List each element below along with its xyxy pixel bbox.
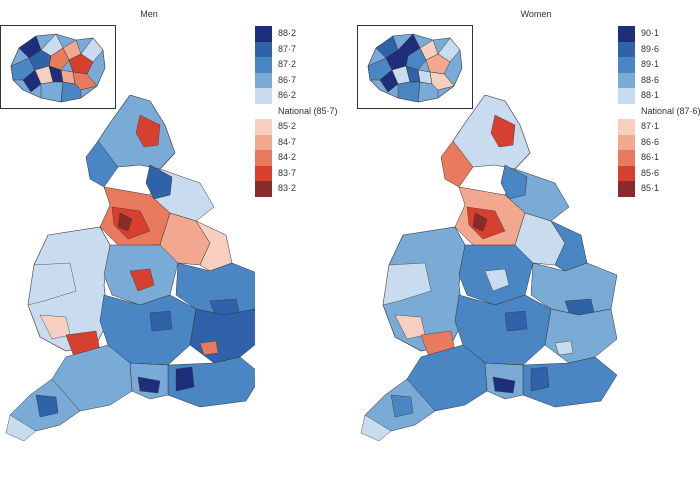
legend-row: 86·1 (618, 150, 700, 166)
legend-row: 87·1 (618, 119, 700, 135)
legend-swatch (618, 57, 635, 73)
legend-women: 90·1 89·6 89·1 88·6 88·1 National (87·6)… (618, 26, 700, 197)
london-inset-map (0, 25, 116, 109)
legend-row: 88·1 (618, 88, 700, 104)
legend-swatch (255, 57, 272, 73)
legend-swatch (618, 119, 635, 135)
legend-label: 87·1 (641, 121, 660, 132)
legend-swatch (255, 88, 272, 104)
legend-label: 88·2 (278, 28, 297, 39)
legend-label: 89·6 (641, 43, 660, 54)
legend-row: 84·2 (255, 150, 338, 166)
legend-swatch (255, 150, 272, 166)
legend-swatch (618, 26, 635, 42)
legend-label: 86·7 (278, 74, 297, 85)
legend-label: 85·2 (278, 121, 297, 132)
legend-swatch (618, 181, 635, 197)
england-wales-map-men (0, 95, 255, 484)
legend-label: 89·1 (641, 59, 660, 70)
panel-women: Women (350, 0, 700, 484)
england-wales-map-women (350, 95, 618, 484)
legend-row: 86·6 (618, 134, 700, 150)
legend-swatch (255, 181, 272, 197)
legend-swatch (255, 134, 272, 150)
panel-title: Women (520, 9, 552, 19)
legend-swatch (618, 72, 635, 88)
legend-label: 84·7 (278, 136, 297, 147)
london-inset-map (357, 25, 473, 109)
legend-label: 87·7 (278, 43, 297, 54)
legend-men: 88·2 87·7 87·2 86·7 86·2 National (85·7)… (255, 26, 338, 197)
legend-label: 86·1 (641, 152, 660, 163)
legend-row: 86·2 (255, 88, 338, 104)
legend-row: National (85·7) (255, 103, 338, 119)
panel-title: Men (140, 9, 158, 19)
panel-men: Men (0, 9, 338, 484)
legend-row: 87·2 (255, 57, 338, 73)
legend-label: 86·2 (278, 90, 297, 101)
legend-swatch (255, 26, 272, 42)
legend-swatch (255, 72, 272, 88)
legend-label: 85·1 (641, 183, 660, 194)
legend-row: National (87·6) (618, 103, 700, 119)
legend-swatch (255, 41, 272, 57)
legend-row: 88·6 (618, 72, 700, 88)
legend-row: 85·1 (618, 181, 700, 197)
legend-label: 88·1 (641, 90, 660, 101)
legend-row: 89·1 (618, 57, 700, 73)
legend-row: 90·1 (618, 26, 700, 42)
legend-swatch (618, 88, 635, 104)
legend-row: 84·7 (255, 134, 338, 150)
legend-row: 83·2 (255, 181, 338, 197)
legend-swatch (255, 119, 272, 135)
legend-swatch (618, 165, 635, 181)
legend-row: 85·2 (255, 119, 338, 135)
legend-row: 87·7 (255, 41, 338, 57)
legend-swatch (618, 134, 635, 150)
legend-label: 84·2 (278, 152, 297, 163)
legend-label: 83·7 (278, 167, 297, 178)
legend-label: 88·6 (641, 74, 660, 85)
legend-label: 85·6 (641, 167, 660, 178)
legend-swatch (255, 103, 272, 119)
legend-row: 89·6 (618, 41, 700, 57)
legend-label: 83·2 (278, 183, 297, 194)
legend-row: 88·2 (255, 26, 338, 42)
legend-label: National (87·6) (641, 105, 700, 116)
legend-swatch (618, 103, 635, 119)
legend-label: National (85·7) (278, 105, 338, 116)
legend-label: 90·1 (641, 28, 660, 39)
legend-label: 87·2 (278, 59, 297, 70)
legend-swatch (255, 165, 272, 181)
legend-row: 85·6 (618, 165, 700, 181)
legend-row: 86·7 (255, 72, 338, 88)
legend-label: 86·6 (641, 136, 660, 147)
legend-swatch (618, 150, 635, 166)
legend-swatch (618, 41, 635, 57)
legend-row: 83·7 (255, 165, 338, 181)
